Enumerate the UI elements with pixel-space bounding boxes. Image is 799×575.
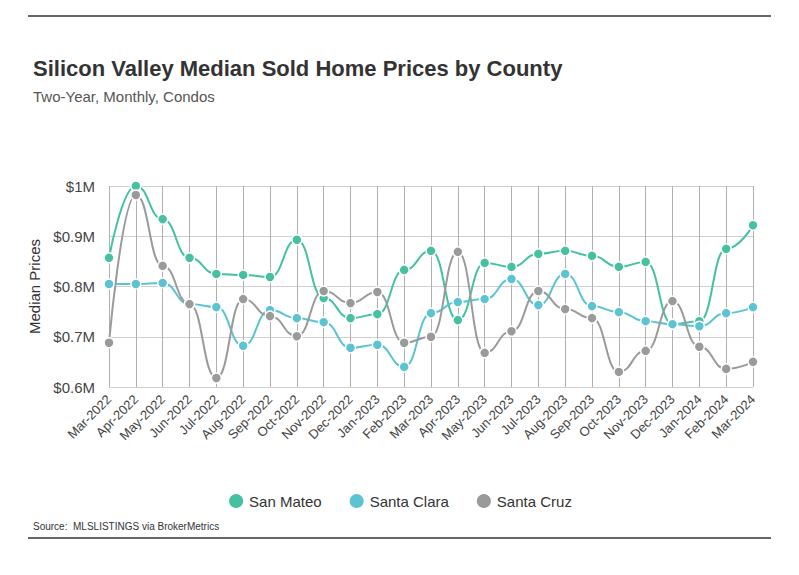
svg-text:Jun-2022: Jun-2022 [145, 391, 195, 441]
svg-text:May-2022: May-2022 [116, 391, 168, 444]
svg-text:Sep-2022: Sep-2022 [224, 391, 276, 443]
svg-text:Feb-2024: Feb-2024 [681, 391, 732, 442]
svg-text:Jul-2023: Jul-2023 [497, 391, 544, 438]
svg-text:San Mateo: San Mateo [249, 493, 322, 510]
svg-text:Silicon Valley Median Sold Hom: Silicon Valley Median Sold Home Prices b… [33, 56, 563, 81]
svg-text:Apr-2022: Apr-2022 [92, 391, 142, 441]
svg-text:May-2023: May-2023 [438, 391, 490, 444]
svg-text:Santa Cruz: Santa Cruz [497, 493, 572, 510]
svg-text:$1M: $1M [66, 178, 95, 195]
svg-text:Median Prices: Median Prices [26, 239, 43, 334]
svg-text:$0.6M: $0.6M [53, 379, 95, 396]
svg-text:Nov-2023: Nov-2023 [600, 391, 651, 443]
svg-text:Mar-2024: Mar-2024 [708, 392, 758, 442]
svg-text:Oct-2022: Oct-2022 [253, 391, 303, 441]
svg-text:$0.8M: $0.8M [53, 278, 95, 295]
svg-text:Jan-2023: Jan-2023 [333, 391, 383, 441]
svg-text:Mar-2023: Mar-2023 [386, 391, 437, 442]
svg-text:Santa Clara: Santa Clara [370, 493, 450, 510]
svg-text:Apr-2023: Apr-2023 [414, 391, 464, 441]
svg-text:Sep-2023: Sep-2023 [546, 391, 598, 443]
svg-text:Aug-2023: Aug-2023 [520, 391, 571, 443]
svg-text:Dec-2023: Dec-2023 [627, 391, 678, 443]
svg-text:Jun-2023: Jun-2023 [467, 391, 517, 441]
svg-text:Two-Year, Monthly, Condos: Two-Year, Monthly, Condos [33, 88, 215, 105]
svg-text:Nov-2022: Nov-2022 [278, 391, 329, 443]
svg-text:Aug-2022: Aug-2022 [198, 391, 249, 443]
svg-text:Jul-2022: Jul-2022 [175, 391, 222, 438]
svg-text:$0.9M: $0.9M [53, 228, 95, 245]
svg-text:Dec-2022: Dec-2022 [305, 391, 356, 443]
svg-text:$0.7M: $0.7M [53, 328, 95, 345]
svg-text:Jan-2024: Jan-2024 [655, 391, 705, 441]
svg-text:Oct-2023: Oct-2023 [575, 391, 625, 441]
svg-text:Feb-2023: Feb-2023 [359, 391, 410, 442]
svg-text:Source: MLSLISTINGS via Broke: Source: MLSLISTINGS via BrokerMetrics [33, 521, 219, 532]
svg-text:Mar-2022: Mar-2022 [64, 391, 115, 442]
